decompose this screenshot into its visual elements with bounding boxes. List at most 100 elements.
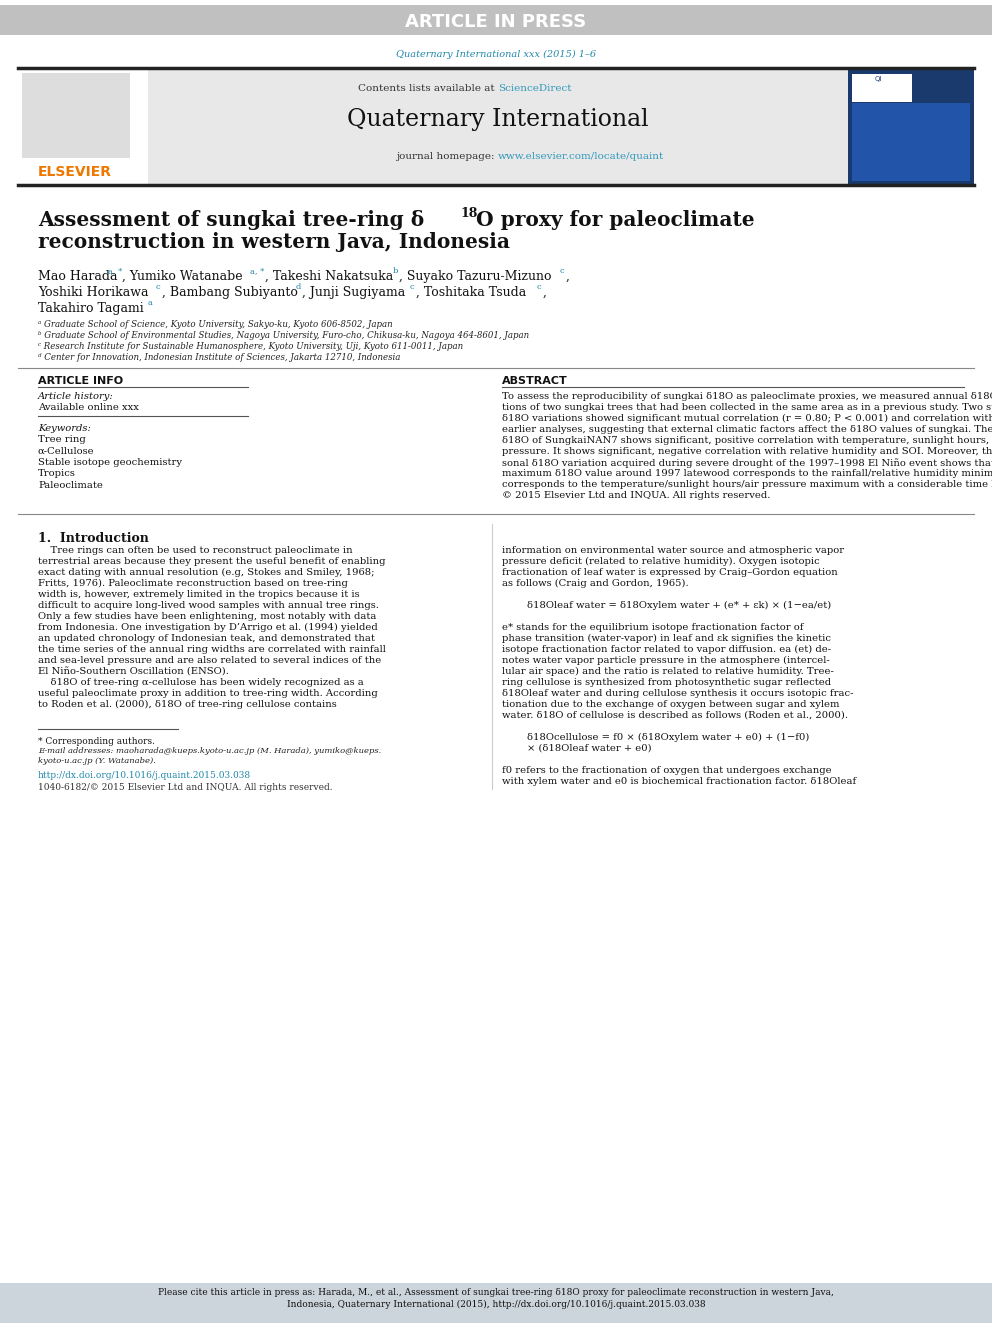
Bar <box>852 103 970 181</box>
Text: δ18O of tree-ring α-cellulose has been widely recognized as a: δ18O of tree-ring α-cellulose has been w… <box>38 677 364 687</box>
Text: c: c <box>560 267 564 275</box>
Text: α-Cellulose: α-Cellulose <box>38 446 94 455</box>
Text: Contents lists available at: Contents lists available at <box>358 83 498 93</box>
Text: maximum δ18O value around 1997 latewood corresponds to the rainfall/relative hum: maximum δ18O value around 1997 latewood … <box>502 468 992 478</box>
Text: Keywords:: Keywords: <box>38 423 91 433</box>
Text: 1040-6182/© 2015 Elsevier Ltd and INQUA. All rights reserved.: 1040-6182/© 2015 Elsevier Ltd and INQUA.… <box>38 783 332 792</box>
Text: e* stands for the equilibrium isotope fractionation factor of: e* stands for the equilibrium isotope fr… <box>502 623 804 632</box>
Text: Article history:: Article history: <box>38 392 114 401</box>
Text: information on environmental water source and atmospheric vapor: information on environmental water sourc… <box>502 546 844 556</box>
Text: Tree rings can often be used to reconstruct paleoclimate in: Tree rings can often be used to reconstr… <box>38 546 352 556</box>
Text: 1.  Introduction: 1. Introduction <box>38 532 149 545</box>
Text: Yoshiki Horikawa: Yoshiki Horikawa <box>38 286 149 299</box>
Text: a, *: a, * <box>108 267 122 275</box>
Text: isotope fractionation factor related to vapor diffusion. ea (et) de-: isotope fractionation factor related to … <box>502 646 831 654</box>
Bar <box>0 1283 992 1323</box>
Text: ᵇ Graduate School of Environmental Studies, Nagoya University, Furo-cho, Chikusa: ᵇ Graduate School of Environmental Studi… <box>38 331 529 340</box>
Text: δ18O of SungkaiNAN7 shows significant, positive correlation with temperature, su: δ18O of SungkaiNAN7 shows significant, p… <box>502 437 992 445</box>
Text: , Yumiko Watanabe: , Yumiko Watanabe <box>122 270 243 283</box>
Text: Assessment of sungkai tree-ring δ: Assessment of sungkai tree-ring δ <box>38 210 425 230</box>
Text: to Roden et al. (2000), δ18O of tree-ring cellulose contains: to Roden et al. (2000), δ18O of tree-rin… <box>38 700 336 709</box>
Text: * Corresponding authors.: * Corresponding authors. <box>38 737 155 746</box>
Text: pressure. It shows significant, negative correlation with relative humidity and : pressure. It shows significant, negative… <box>502 447 992 456</box>
Text: pressure deficit (related to relative humidity). Oxygen isotopic: pressure deficit (related to relative hu… <box>502 557 819 566</box>
Text: Tree ring: Tree ring <box>38 435 85 445</box>
Bar <box>848 70 974 185</box>
Text: earlier analyses, suggesting that external climatic factors affect the δ18O valu: earlier analyses, suggesting that extern… <box>502 425 992 434</box>
Text: an updated chronology of Indonesian teak, and demonstrated that: an updated chronology of Indonesian teak… <box>38 634 375 643</box>
Text: tions of two sungkai trees that had been collected in the same area as in a prev: tions of two sungkai trees that had been… <box>502 404 992 411</box>
Text: reconstruction in western Java, Indonesia: reconstruction in western Java, Indonesi… <box>38 232 510 251</box>
Text: ᵈ Center for Innovation, Indonesian Institute of Sciences, Jakarta 12710, Indone: ᵈ Center for Innovation, Indonesian Inst… <box>38 353 401 363</box>
Text: ScienceDirect: ScienceDirect <box>498 83 571 93</box>
Text: useful paleoclimate proxy in addition to tree-ring width. According: useful paleoclimate proxy in addition to… <box>38 689 378 699</box>
Text: c: c <box>537 283 542 291</box>
Text: , Bambang Subiyanto: , Bambang Subiyanto <box>162 286 298 299</box>
Text: El Niño-Southern Oscillation (ENSO).: El Niño-Southern Oscillation (ENSO). <box>38 667 229 676</box>
Text: δ18Oleaf water = δ18Oxylem water + (e* + εk) × (1−ea/et): δ18Oleaf water = δ18Oxylem water + (e* +… <box>527 601 831 610</box>
Text: Please cite this article in press as: Harada, M., et al., Assessment of sungkai : Please cite this article in press as: Ha… <box>158 1289 834 1297</box>
Text: Indonesia, Quaternary International (2015), http://dx.doi.org/10.1016/j.quaint.2: Indonesia, Quaternary International (201… <box>287 1301 705 1310</box>
Text: c: c <box>156 283 161 291</box>
Text: Quaternary International xxx (2015) 1–6: Quaternary International xxx (2015) 1–6 <box>396 50 596 60</box>
Text: ᵃ Graduate School of Science, Kyoto University, Sakyo-ku, Kyoto 606-8502, Japan: ᵃ Graduate School of Science, Kyoto Univ… <box>38 320 393 329</box>
Text: Mao Harada: Mao Harada <box>38 270 117 283</box>
Text: the time series of the annual ring widths are correlated with rainfall: the time series of the annual ring width… <box>38 646 386 654</box>
Text: ARTICLE INFO: ARTICLE INFO <box>38 376 123 386</box>
Text: Available online xxx: Available online xxx <box>38 404 139 411</box>
Text: corresponds to the temperature/sunlight hours/air pressure maximum with a consid: corresponds to the temperature/sunlight … <box>502 480 992 490</box>
Text: width is, however, extremely limited in the tropics because it is: width is, however, extremely limited in … <box>38 590 360 599</box>
Text: Only a few studies have been enlightening, most notably with data: Only a few studies have been enlightenin… <box>38 613 376 620</box>
Text: , Takeshi Nakatsuka: , Takeshi Nakatsuka <box>265 270 393 283</box>
Text: Fritts, 1976). Paleoclimate reconstruction based on tree-ring: Fritts, 1976). Paleoclimate reconstructi… <box>38 579 348 589</box>
Text: ᶜ Research Institute for Sustainable Humanosphere, Kyoto University, Uji, Kyoto : ᶜ Research Institute for Sustainable Hum… <box>38 343 463 351</box>
Text: ABSTRACT: ABSTRACT <box>502 376 567 386</box>
Text: lular air space) and the ratio is related to relative humidity. Tree-: lular air space) and the ratio is relate… <box>502 667 834 676</box>
Text: kyoto-u.ac.jp (Y. Watanabe).: kyoto-u.ac.jp (Y. Watanabe). <box>38 757 156 765</box>
Text: ELSEVIER: ELSEVIER <box>38 165 112 179</box>
Text: δ18Oleaf water and during cellulose synthesis it occurs isotopic frac-: δ18Oleaf water and during cellulose synt… <box>502 689 853 699</box>
Text: ,: , <box>543 286 547 299</box>
Text: terrestrial areas because they present the useful benefit of enabling: terrestrial areas because they present t… <box>38 557 386 566</box>
Text: ,: , <box>566 270 569 283</box>
Text: Stable isotope geochemistry: Stable isotope geochemistry <box>38 458 182 467</box>
Text: δ18O variations showed significant mutual correlation (r = 0.80; P < 0.001) and : δ18O variations showed significant mutua… <box>502 414 992 423</box>
Text: Quaternary International: Quaternary International <box>347 108 649 131</box>
Text: QI: QI <box>874 75 882 82</box>
Text: f0 refers to the fractionation of oxygen that undergoes exchange: f0 refers to the fractionation of oxygen… <box>502 766 831 775</box>
Text: and sea-level pressure and are also related to several indices of the: and sea-level pressure and are also rela… <box>38 656 381 665</box>
Bar <box>18 70 148 185</box>
Bar <box>0 5 992 34</box>
Text: from Indonesia. One investigation by D’Arrigo et al. (1994) yielded: from Indonesia. One investigation by D’A… <box>38 623 378 632</box>
Text: www.elsevier.com/locate/quaint: www.elsevier.com/locate/quaint <box>498 152 665 161</box>
Text: phase transition (water-vapor) in leaf and εk signifies the kinetic: phase transition (water-vapor) in leaf a… <box>502 634 831 643</box>
Text: notes water vapor particle pressure in the atmosphere (intercel-: notes water vapor particle pressure in t… <box>502 656 829 665</box>
Text: ring cellulose is synthesized from photosynthetic sugar reflected: ring cellulose is synthesized from photo… <box>502 677 831 687</box>
Bar <box>852 74 912 102</box>
Text: b: b <box>393 267 399 275</box>
Text: water. δ18O of cellulose is described as follows (Roden et al., 2000).: water. δ18O of cellulose is described as… <box>502 710 848 720</box>
Text: , Suyako Tazuru-Mizuno: , Suyako Tazuru-Mizuno <box>399 270 552 283</box>
Text: × (δ18Oleaf water + e0): × (δ18Oleaf water + e0) <box>527 744 652 753</box>
Text: Takahiro Tagami: Takahiro Tagami <box>38 302 144 315</box>
Text: 18: 18 <box>460 206 477 220</box>
Text: sonal δ18O variation acquired during severe drought of the 1997–1998 El Niño eve: sonal δ18O variation acquired during sev… <box>502 458 992 468</box>
Bar <box>22 73 130 157</box>
Text: , Junji Sugiyama: , Junji Sugiyama <box>302 286 406 299</box>
Text: exact dating with annual resolution (e.g, Stokes and Smiley, 1968;: exact dating with annual resolution (e.g… <box>38 568 375 577</box>
Text: O proxy for paleoclimate: O proxy for paleoclimate <box>476 210 755 230</box>
Text: c: c <box>410 283 415 291</box>
Text: difficult to acquire long-lived wood samples with annual tree rings.: difficult to acquire long-lived wood sam… <box>38 601 379 610</box>
Text: as follows (Craig and Gordon, 1965).: as follows (Craig and Gordon, 1965). <box>502 579 688 589</box>
Text: © 2015 Elsevier Ltd and INQUA. All rights reserved.: © 2015 Elsevier Ltd and INQUA. All right… <box>502 491 771 500</box>
Text: journal homepage:: journal homepage: <box>396 152 498 161</box>
Text: , Toshitaka Tsuda: , Toshitaka Tsuda <box>416 286 526 299</box>
Text: http://dx.doi.org/10.1016/j.quaint.2015.03.038: http://dx.doi.org/10.1016/j.quaint.2015.… <box>38 771 251 781</box>
Bar <box>148 70 848 185</box>
Text: fractionation of leaf water is expressed by Craig–Gordon equation: fractionation of leaf water is expressed… <box>502 568 838 577</box>
Text: Paleoclimate: Paleoclimate <box>38 482 103 490</box>
Text: Tropics: Tropics <box>38 470 75 479</box>
Text: with xylem water and e0 is biochemical fractionation factor. δ18Oleaf: with xylem water and e0 is biochemical f… <box>502 777 856 786</box>
Text: δ18Ocellulose = f0 × (δ18Oxylem water + e0) + (1−f0): δ18Ocellulose = f0 × (δ18Oxylem water + … <box>527 733 809 742</box>
Text: tionation due to the exchange of oxygen between sugar and xylem: tionation due to the exchange of oxygen … <box>502 700 839 709</box>
